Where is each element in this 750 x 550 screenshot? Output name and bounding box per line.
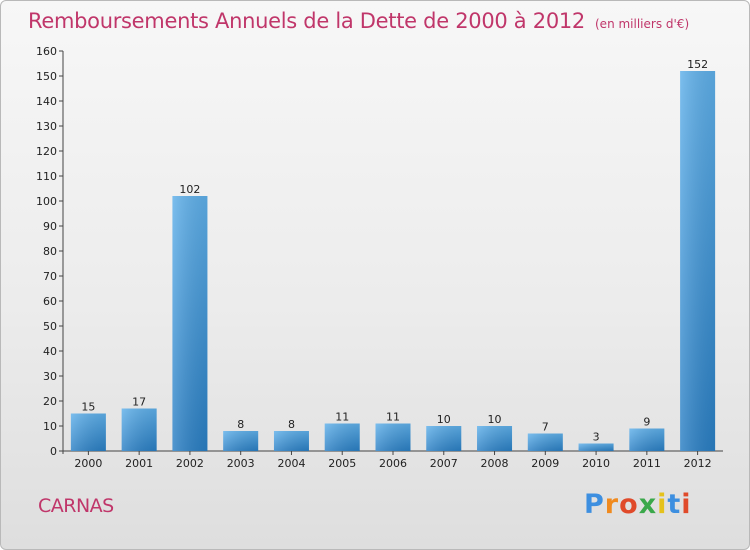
data-label: 15 [81,401,95,414]
x-tick-label: 2007 [430,457,458,470]
x-tick-label: 2004 [277,457,305,470]
y-tick-label: 40 [43,345,57,358]
y-tick-label: 80 [43,245,57,258]
chart-data-labels: 15 17 102 8 8 11 11 10 10 7 3 9 152 [81,58,708,444]
y-tick-label: 100 [36,195,57,208]
bar-shading [121,408,157,451]
y-tick-label: 130 [36,120,57,133]
data-label: 10 [437,413,451,426]
logo-letter: r [604,489,620,520]
x-tick-label: 2012 [684,457,712,470]
logo-letter: x [638,489,658,520]
bar-shading [629,428,665,451]
logo-letter: i [681,489,692,520]
y-tick-label: 110 [36,170,57,183]
bar-shading [324,423,360,451]
y-tick-label: 140 [36,95,57,108]
x-tick-label: 2003 [227,457,255,470]
chart-unit-text: (en milliers d'€) [595,17,690,31]
bar-shading [527,433,563,451]
data-label: 8 [288,418,295,431]
bar-shading [680,71,716,451]
y-tick-label: 20 [43,395,57,408]
bar-shading [375,423,411,451]
y-tick-label: 0 [50,445,57,458]
data-label: 9 [643,416,650,429]
bar-shading [477,426,513,451]
proxiti-logo: Proxiti [584,489,692,520]
y-tick-label: 50 [43,320,57,333]
data-label: 3 [593,431,600,444]
bar-shading [70,413,106,451]
x-tick-label: 2005 [328,457,356,470]
y-tick-label: 160 [36,45,57,58]
x-tick-label: 2002 [176,457,204,470]
x-tick-label: 2009 [531,457,559,470]
y-tick-label: 30 [43,370,57,383]
chart-title-text: Remboursements Annuels de la Dette de 20… [28,9,585,33]
logo-letter: P [584,489,605,520]
data-label: 11 [386,411,400,424]
commune-name: CARNAS [38,495,114,517]
y-tick-label: 10 [43,420,57,433]
y-tick-label: 150 [36,70,57,83]
bar-shading [172,196,208,451]
data-label: 8 [237,418,244,431]
data-label: 11 [335,411,349,424]
y-tick-label: 120 [36,145,57,158]
data-label: 17 [132,396,146,409]
bar-shading [578,443,614,451]
x-tick-label: 2011 [633,457,661,470]
data-label: 152 [687,58,708,71]
chart-title: Remboursements Annuels de la Dette de 20… [28,9,689,33]
data-label: 7 [542,421,549,434]
chart-bars [70,71,716,451]
data-label: 102 [179,183,200,196]
y-tick-label: 70 [43,270,57,283]
x-tick-label: 2001 [125,457,153,470]
data-label: 10 [488,413,502,426]
y-tick-label: 60 [43,295,57,308]
x-tick-label: 2006 [379,457,407,470]
x-tick-label: 2010 [582,457,610,470]
bar-shading [426,426,462,451]
bar-shading [223,431,259,451]
bar-shading [273,431,309,451]
logo-letter: i [657,489,668,520]
x-tick-label: 2000 [74,457,102,470]
chart-axes: 0 10 20 30 40 50 60 70 80 90 100 110 120 130 140 150 160… [36,45,723,470]
x-tick-label: 2008 [481,457,509,470]
logo-letter: t [667,489,682,520]
logo-letter: o [619,489,639,520]
y-tick-label: 90 [43,220,57,233]
